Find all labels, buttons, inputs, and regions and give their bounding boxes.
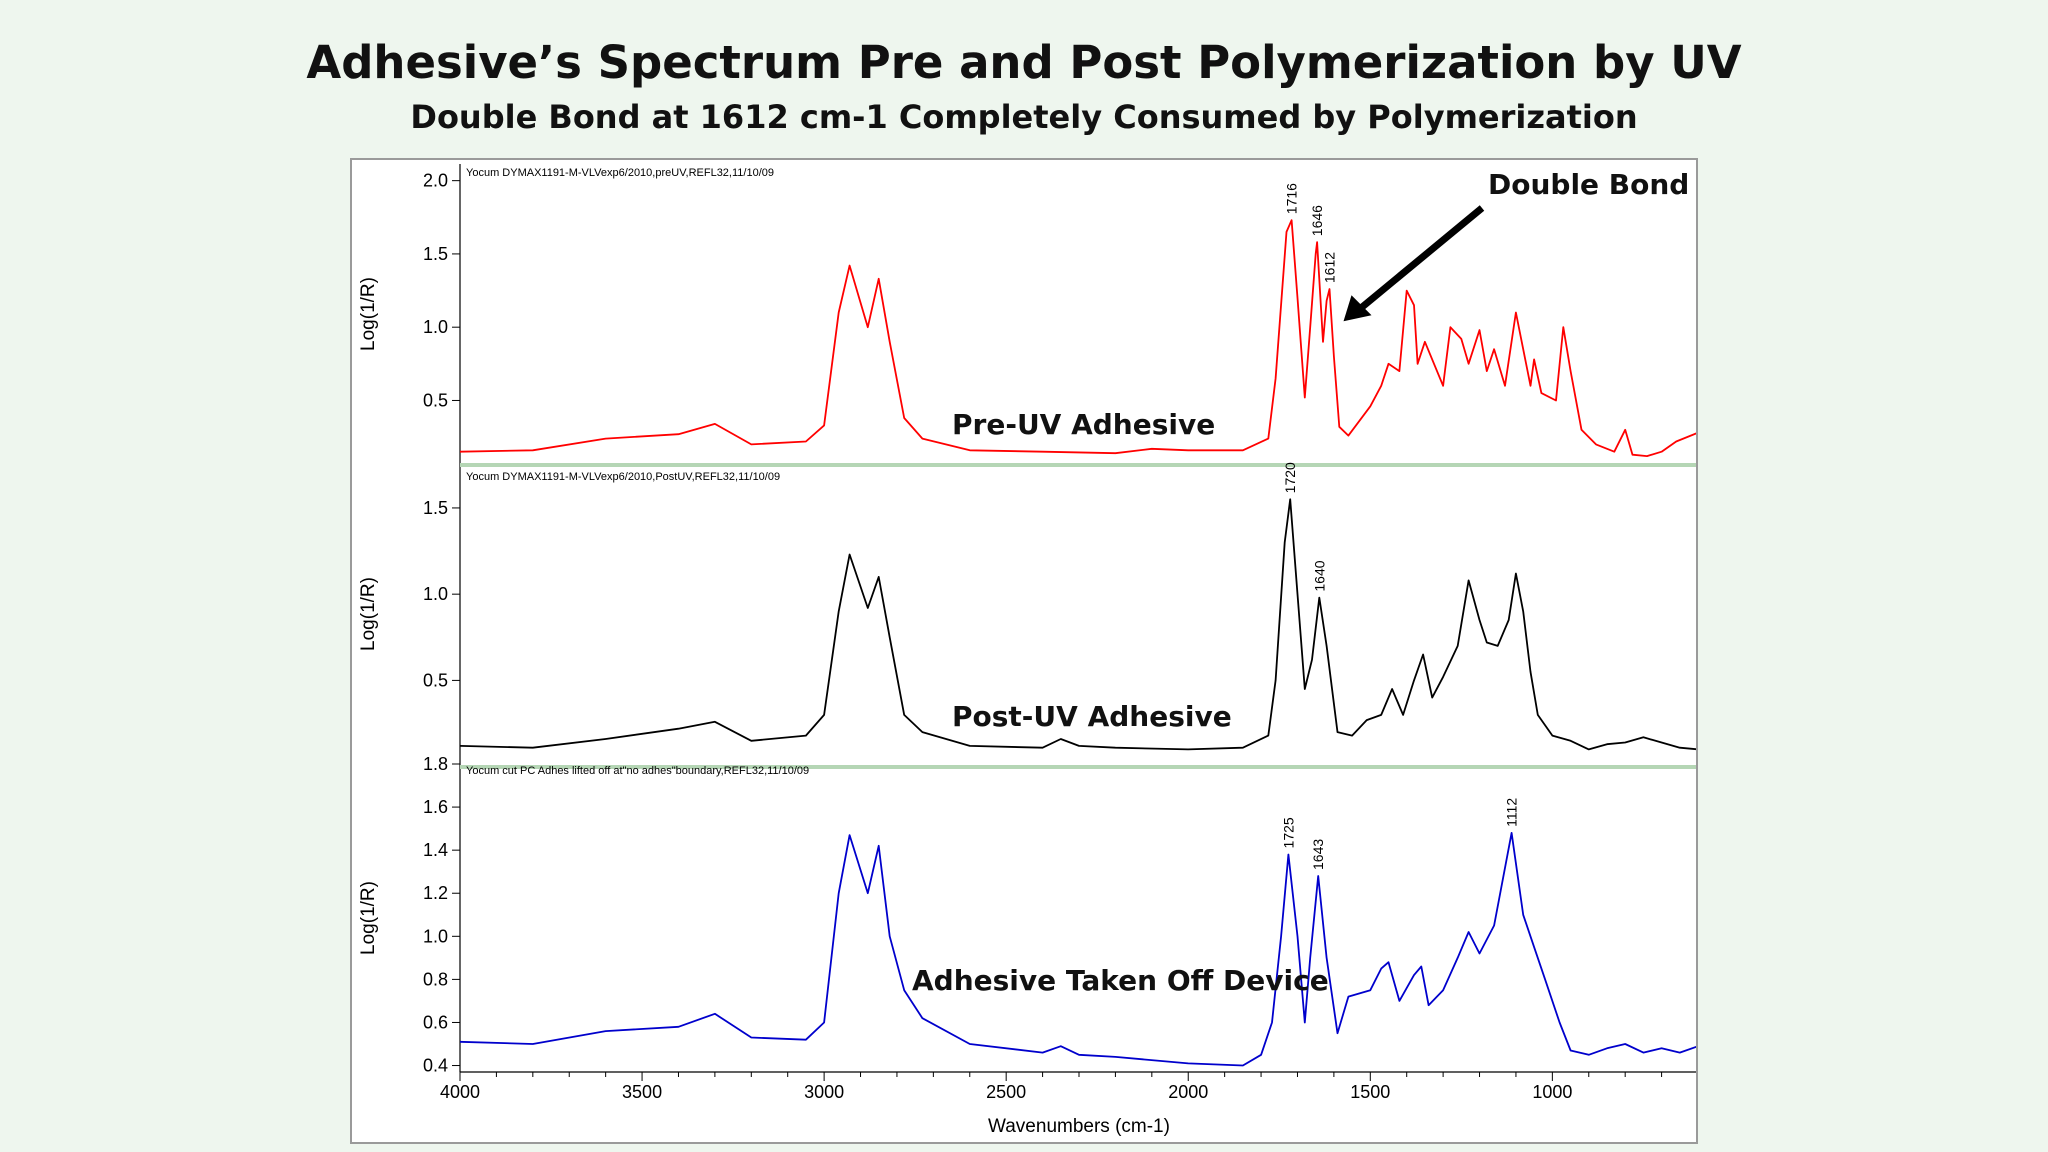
x-tick-label: 3500 — [622, 1082, 662, 1102]
peak-label: 1112 — [1504, 798, 1520, 827]
y-tick-label: 0.8 — [423, 969, 448, 989]
spectrum-line-device — [459, 832, 1696, 1067]
panel-header: Yocum cut PC Adhes lifted off at"no adhe… — [466, 765, 809, 777]
y-tick-label: 0.6 — [423, 1012, 448, 1032]
y-tick-label: 1.2 — [423, 883, 448, 903]
x-axis-label: Wavenumbers (cm-1) — [988, 1116, 1170, 1137]
spectrum-line-pre — [459, 219, 1696, 457]
y-tick-label: 0.5 — [423, 670, 448, 690]
x-tick-label: 1000 — [1532, 1082, 1572, 1102]
y-tick-label: 1.0 — [423, 584, 448, 604]
double-bond-callout: Double Bond — [1488, 168, 1689, 201]
y-tick-label: 1.5 — [423, 498, 448, 518]
slide-title: Adhesive’s Spectrum Pre and Post Polymer… — [306, 36, 1742, 89]
spectrum-line-post — [459, 498, 1696, 751]
y-tick-label: 1.6 — [423, 797, 448, 817]
peak-label: 1643 — [1310, 839, 1326, 870]
panel-annotation: Pre-UV Adhesive — [952, 408, 1215, 441]
x-tick-label: 4000 — [440, 1082, 480, 1102]
y-tick-label: 2.0 — [423, 171, 448, 191]
callout-arrow-head — [1343, 295, 1372, 322]
x-tick-label: 2000 — [1168, 1082, 1208, 1102]
panel-annotation: Post-UV Adhesive — [952, 700, 1232, 733]
x-tick-label: 1500 — [1350, 1082, 1390, 1102]
callout-arrow-shaft — [1357, 205, 1485, 312]
panel-header: Yocum DYMAX1191-M-VLVexp6/2010,preUV,REF… — [466, 167, 774, 179]
y-axis-label: Log(1/R) — [358, 881, 379, 955]
y-axis-label: Log(1/R) — [358, 277, 379, 351]
y-tick-label: 1.5 — [423, 244, 448, 264]
slide-subtitle: Double Bond at 1612 cm-1 Completely Cons… — [410, 98, 1638, 136]
panel-annotation: Adhesive Taken Off Device — [912, 964, 1329, 997]
panel-separator — [460, 463, 1696, 467]
y-tick-label: 1.0 — [423, 317, 448, 337]
peak-label: 1725 — [1280, 817, 1296, 848]
y-tick-label: 1.0 — [423, 926, 448, 946]
y-tick-label: 0.4 — [423, 1056, 448, 1076]
panel-separator — [460, 765, 1696, 769]
y-axis-label: Log(1/R) — [358, 577, 379, 651]
peak-label: 1640 — [1311, 560, 1327, 591]
x-tick-label: 3000 — [804, 1082, 844, 1102]
panel-header: Yocum DYMAX1191-M-VLVexp6/2010,PostUV,RE… — [466, 471, 780, 483]
spectrum-chart: Yocum DYMAX1191-M-VLVexp6/2010,preUV,REF… — [350, 158, 1698, 1144]
y-tick-label: 1.8 — [423, 754, 448, 774]
x-tick-label: 2500 — [986, 1082, 1026, 1102]
peak-label: 1720 — [1282, 462, 1298, 493]
y-tick-label: 1.4 — [423, 840, 448, 860]
peak-label: 1612 — [1322, 252, 1338, 283]
spectrum-svg: Yocum DYMAX1191-M-VLVexp6/2010,preUV,REF… — [358, 164, 1696, 1137]
peak-label: 1646 — [1309, 205, 1325, 236]
peak-label: 1716 — [1284, 183, 1300, 214]
y-tick-label: 0.5 — [423, 390, 448, 410]
